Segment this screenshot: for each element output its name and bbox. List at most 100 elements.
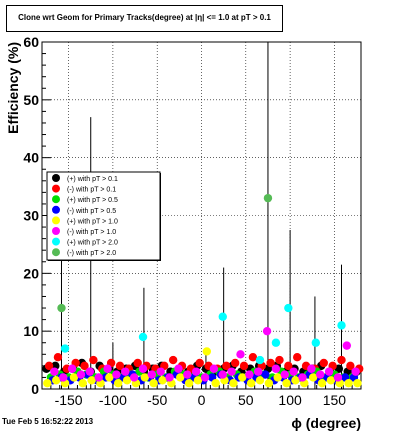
data-point bbox=[43, 379, 52, 388]
legend-label: (-) with pT > 1.0 bbox=[67, 229, 116, 236]
legend-marker bbox=[52, 237, 60, 246]
y-tick-label: 20 bbox=[23, 265, 39, 281]
data-point bbox=[138, 332, 148, 342]
data-point bbox=[284, 361, 293, 371]
data-point bbox=[262, 326, 272, 336]
data-point bbox=[165, 373, 174, 382]
data-point bbox=[176, 373, 185, 382]
data-point bbox=[266, 358, 275, 368]
data-point bbox=[222, 361, 231, 371]
legend-marker bbox=[52, 174, 60, 182]
data-point bbox=[57, 303, 66, 313]
x-tick-label: -100 bbox=[99, 392, 127, 408]
data-point bbox=[326, 376, 336, 385]
y-axis-label: Efficiency (%) bbox=[5, 42, 21, 134]
data-point bbox=[239, 361, 249, 371]
data-point bbox=[229, 379, 238, 388]
data-point bbox=[284, 303, 293, 313]
title-box: Clone wrt Geom for Primary Tracks(degree… bbox=[6, 5, 283, 32]
data-point bbox=[263, 193, 273, 203]
data-point bbox=[122, 376, 132, 385]
data-point bbox=[337, 355, 346, 365]
legend-marker bbox=[52, 184, 60, 193]
legend-marker bbox=[52, 216, 60, 225]
y-tick-label: 30 bbox=[23, 208, 39, 224]
data-point bbox=[255, 355, 265, 365]
legend: (+) with pT > 0.1 (-) with pT > 0.1 (+) wi… bbox=[46, 171, 161, 261]
data-point bbox=[87, 376, 96, 385]
y-tick-label: 0 bbox=[31, 381, 39, 397]
data-point bbox=[76, 370, 86, 379]
data-point bbox=[236, 350, 245, 359]
data-point bbox=[114, 379, 123, 388]
data-point bbox=[147, 370, 157, 379]
legend-label: (-) with pT > 2.0 bbox=[67, 250, 116, 257]
x-tick-label: 0 bbox=[198, 392, 206, 408]
x-tick-label: 150 bbox=[323, 392, 347, 408]
data-point bbox=[140, 373, 149, 382]
data-point bbox=[342, 341, 352, 350]
data-point bbox=[115, 361, 125, 371]
data-point bbox=[183, 370, 192, 379]
legend-label: (-) with pT > 0.5 bbox=[67, 208, 116, 215]
data-point bbox=[53, 352, 63, 362]
y-tick-label: 50 bbox=[23, 92, 39, 108]
data-point bbox=[158, 376, 167, 385]
data-point bbox=[59, 373, 68, 382]
legend-marker bbox=[52, 195, 60, 204]
data-point bbox=[273, 373, 282, 382]
legend-marker bbox=[52, 205, 60, 214]
data-point bbox=[174, 364, 183, 373]
data-point bbox=[211, 379, 220, 388]
x-tick-label: -50 bbox=[147, 392, 167, 408]
data-point bbox=[105, 373, 114, 382]
data-point bbox=[112, 370, 121, 379]
data-point bbox=[227, 367, 236, 376]
legend-marker bbox=[52, 248, 60, 257]
y-tick-label: 60 bbox=[23, 34, 39, 50]
data-point bbox=[200, 373, 210, 382]
data-point bbox=[156, 367, 165, 376]
data-point bbox=[261, 370, 270, 379]
data-point bbox=[149, 379, 158, 388]
data-point bbox=[60, 344, 70, 353]
data-point bbox=[298, 373, 307, 382]
data-point bbox=[353, 379, 362, 388]
data-point bbox=[195, 358, 204, 368]
data-point bbox=[89, 355, 98, 365]
x-tick-label: -150 bbox=[55, 392, 83, 408]
data-point bbox=[291, 376, 300, 385]
data-point bbox=[121, 367, 130, 376]
timestamp: Tue Feb 5 16:52:22 2013 bbox=[2, 417, 94, 426]
legend-label: (+) with pT > 0.5 bbox=[67, 197, 118, 204]
data-point bbox=[324, 367, 334, 376]
data-point bbox=[168, 355, 178, 365]
data-point bbox=[69, 373, 79, 382]
data-point bbox=[218, 370, 227, 379]
data-point bbox=[280, 370, 289, 379]
data-point bbox=[85, 367, 95, 376]
data-point bbox=[238, 373, 247, 382]
data-point bbox=[230, 358, 240, 368]
data-point bbox=[78, 379, 87, 388]
legend-label: (+) with pT > 0.1 bbox=[67, 176, 118, 183]
data-point bbox=[282, 379, 291, 388]
data-point bbox=[44, 361, 54, 371]
data-point bbox=[103, 364, 112, 373]
data-point bbox=[289, 367, 298, 376]
data-point bbox=[271, 338, 281, 347]
x-tick-label: 50 bbox=[238, 392, 254, 408]
data-point bbox=[319, 358, 328, 368]
data-point bbox=[50, 367, 59, 376]
data-point bbox=[245, 370, 254, 379]
data-point bbox=[271, 364, 281, 373]
legend-marker bbox=[52, 227, 60, 235]
data-point bbox=[346, 361, 355, 371]
data-point bbox=[248, 352, 258, 362]
data-point bbox=[138, 364, 148, 373]
data-point bbox=[344, 379, 353, 388]
data-point bbox=[308, 373, 318, 382]
data-point bbox=[275, 355, 284, 365]
